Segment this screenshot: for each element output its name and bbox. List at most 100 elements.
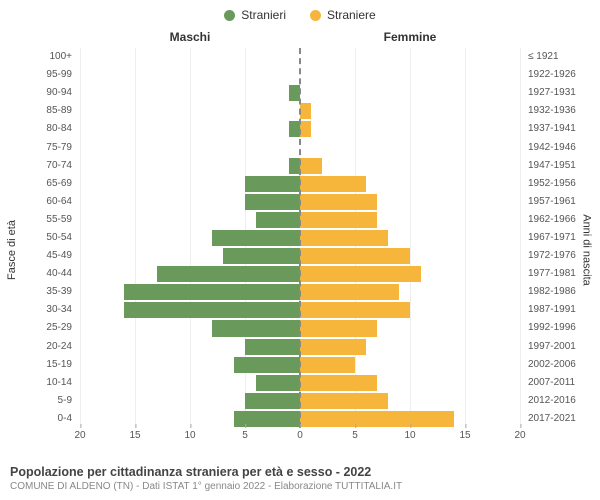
bar-male [234, 357, 300, 373]
y-tick-age: 5-9 [58, 396, 72, 406]
bar-male [124, 284, 300, 300]
x-tick: 15 [459, 430, 470, 441]
y-tick-birth: 1997-2001 [528, 342, 576, 352]
bar-female [300, 103, 311, 119]
y-tick-age: 75-79 [46, 143, 72, 153]
y-axis-left: 100+ 95-99 90-94 85-89 80-84 75-79 70-74 65-69 6… [0, 48, 78, 428]
x-tick: 5 [352, 430, 358, 441]
center-divider [299, 48, 301, 428]
bar-female [300, 357, 355, 373]
x-axis: 201510505101520 [80, 430, 520, 444]
chart-subtitle: COMUNE DI ALDENO (TN) - Dati ISTAT 1° ge… [10, 481, 590, 492]
bar-female [300, 266, 421, 282]
y-tick-age: 20-24 [46, 342, 72, 352]
column-title-female: Femmine [300, 30, 520, 44]
y-tick-birth: 1972-1976 [528, 251, 576, 261]
chart-title: Popolazione per cittadinanza straniera p… [10, 465, 590, 479]
bar-female [300, 320, 377, 336]
y-tick-birth: 1927-1931 [528, 88, 576, 98]
bar-male [234, 411, 300, 427]
legend: Stranieri Straniere [0, 0, 600, 26]
y-tick-age: 80-84 [46, 124, 72, 134]
y-tick-birth: 1937-1941 [528, 124, 576, 134]
legend-item-male: Stranieri [224, 8, 286, 22]
y-tick-birth: 1992-1996 [528, 323, 576, 333]
y-tick-birth: 2007-2011 [528, 378, 575, 388]
y-axis-right: ≤ 1921 1922-1926 1927-1931 1932-1936 1937-19… [522, 48, 600, 428]
legend-label-male: Stranieri [241, 8, 286, 22]
y-tick-birth: 1957-1961 [528, 197, 576, 207]
y-tick-age: 70-74 [46, 161, 72, 171]
x-tick: 20 [514, 430, 525, 441]
y-tick-birth: 1952-1956 [528, 179, 576, 189]
y-tick-birth: 1987-1991 [528, 305, 576, 315]
x-tick: 20 [74, 430, 85, 441]
y-tick-birth: 1967-1971 [528, 233, 576, 243]
y-tick-birth: 1922-1926 [528, 70, 576, 80]
y-tick-age: 65-69 [46, 179, 72, 189]
y-tick-age: 25-29 [46, 323, 72, 333]
column-title-male: Maschi [80, 30, 300, 44]
chart-footer: Popolazione per cittadinanza straniera p… [10, 465, 590, 492]
bar-female [300, 176, 366, 192]
y-tick-age: 85-89 [46, 106, 72, 116]
bar-male [212, 320, 300, 336]
y-tick-age: 100+ [49, 52, 72, 62]
bar-male [245, 194, 300, 210]
y-tick-age: 30-34 [46, 305, 72, 315]
x-tick: 0 [297, 430, 303, 441]
bar-male [124, 302, 300, 318]
bar-male [256, 375, 300, 391]
bar-male [245, 393, 300, 409]
y-tick-age: 40-44 [46, 269, 72, 279]
y-tick-birth: 2017-2021 [528, 414, 576, 424]
plot-area [80, 48, 520, 428]
y-tick-birth: 1982-1986 [528, 287, 576, 297]
grid-line [520, 48, 521, 428]
legend-label-female: Straniere [327, 8, 376, 22]
legend-item-female: Straniere [310, 8, 376, 22]
pyramid-chart [80, 48, 520, 428]
bar-female [300, 302, 410, 318]
bar-female [300, 212, 377, 228]
bar-female [300, 248, 410, 264]
x-tick: 10 [184, 430, 195, 441]
y-tick-birth: 2012-2016 [528, 396, 576, 406]
bar-female [300, 230, 388, 246]
bar-female [300, 158, 322, 174]
bar-female [300, 284, 399, 300]
bar-female [300, 411, 454, 427]
bar-male [245, 176, 300, 192]
bar-female [300, 194, 377, 210]
circle-icon [310, 10, 321, 21]
bar-male [256, 212, 300, 228]
x-tick: 15 [129, 430, 140, 441]
y-tick-age: 10-14 [46, 378, 72, 388]
y-tick-birth: 1932-1936 [528, 106, 576, 116]
bar-male [223, 248, 300, 264]
bar-male [245, 339, 300, 355]
y-tick-birth: 2002-2006 [528, 360, 576, 370]
bar-female [300, 393, 388, 409]
circle-icon [224, 10, 235, 21]
x-tick: 5 [242, 430, 248, 441]
y-tick-age: 90-94 [46, 88, 72, 98]
y-tick-birth: 1977-1981 [528, 269, 576, 279]
bar-male [157, 266, 300, 282]
y-tick-birth: 1947-1951 [528, 161, 576, 171]
bar-male [212, 230, 300, 246]
y-tick-age: 35-39 [46, 287, 72, 297]
bar-female [300, 121, 311, 137]
y-tick-birth: ≤ 1921 [528, 52, 559, 62]
y-tick-age: 95-99 [46, 70, 72, 80]
y-tick-age: 60-64 [46, 197, 72, 207]
y-tick-age: 45-49 [46, 251, 72, 261]
y-tick-age: 15-19 [46, 360, 72, 370]
x-tick: 10 [404, 430, 415, 441]
y-tick-age: 55-59 [46, 215, 72, 225]
y-tick-age: 50-54 [46, 233, 72, 243]
bar-female [300, 339, 366, 355]
y-tick-birth: 1942-1946 [528, 143, 576, 153]
y-tick-birth: 1962-1966 [528, 215, 576, 225]
y-tick-age: 0-4 [58, 414, 72, 424]
